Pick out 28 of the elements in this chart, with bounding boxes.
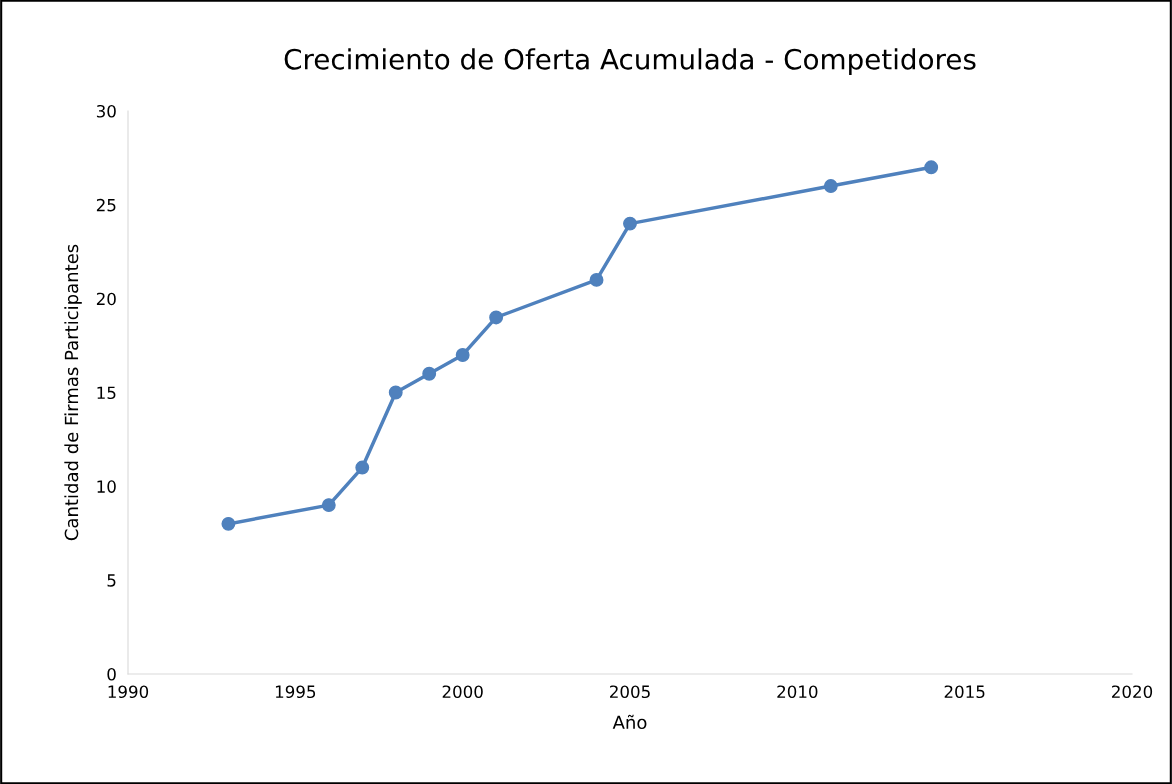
x-tick-label: 2010 <box>777 685 818 699</box>
x-axis-title: Año <box>612 714 647 730</box>
point <box>623 216 637 231</box>
point <box>221 516 236 531</box>
y-tick-label: 15 <box>97 386 116 400</box>
point <box>321 498 336 513</box>
x-tick-label: 1995 <box>275 685 316 699</box>
y-tick-label: 0 <box>107 667 116 681</box>
point <box>455 348 470 362</box>
y-tick-label: 30 <box>96 104 116 118</box>
point <box>823 179 838 194</box>
x-tick-label: 2000 <box>442 685 483 699</box>
y-tick-label: 20 <box>96 292 116 306</box>
y-axis-title: Cantidad de Firmas Participantes <box>64 244 82 541</box>
point <box>388 385 403 400</box>
point <box>924 160 939 175</box>
x-tick-label: 2005 <box>610 685 650 699</box>
x-tick-label: 2020 <box>1112 685 1153 699</box>
y-tick-label: 25 <box>96 198 116 212</box>
y-tick-label: 10 <box>97 480 116 493</box>
point <box>589 272 604 287</box>
point <box>355 460 370 475</box>
point <box>422 366 437 381</box>
chart-title: Crecimiento de Oferta Acumulada - Competidores <box>284 48 976 76</box>
x-tick-label: 2015 <box>944 685 985 699</box>
y-tick-label: 5 <box>107 574 116 587</box>
point <box>489 310 504 325</box>
x-tick-label: 1990 <box>108 685 149 699</box>
